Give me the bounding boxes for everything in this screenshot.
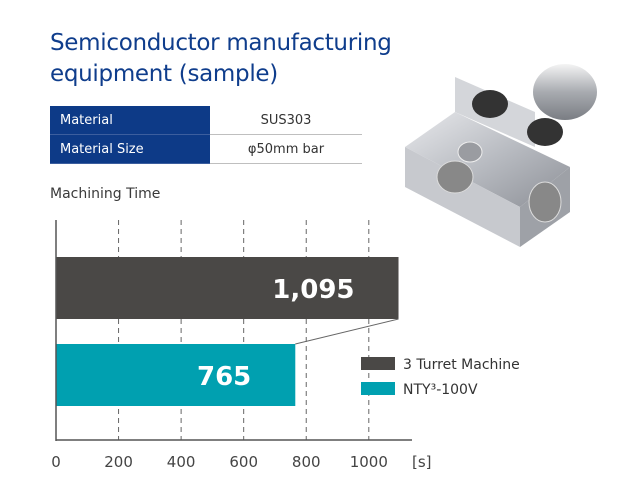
x-tick-labels: 0 200 400 600 800 1000 bbox=[51, 453, 388, 471]
product-photo bbox=[405, 64, 597, 247]
bar-value-label: 1,095 bbox=[272, 275, 354, 305]
gridlines bbox=[118, 220, 370, 440]
x-tick-label: 0 bbox=[51, 453, 61, 471]
legend-swatch-nty bbox=[361, 382, 395, 395]
legend-label: 3 Turret Machine bbox=[403, 357, 520, 373]
legend: 3 Turret Machine NTY³-100V bbox=[361, 357, 520, 398]
title-line-1: Semiconductor manufacturing bbox=[50, 30, 392, 56]
bar-3-turret bbox=[56, 257, 399, 319]
x-tick-label: 800 bbox=[292, 453, 321, 471]
bar-value-label: 765 bbox=[197, 362, 251, 392]
title-line-2: equipment (sample) bbox=[50, 61, 278, 87]
legend-label: NTY³-100V bbox=[403, 382, 478, 398]
page-title: Semiconductor manufacturing equipment (sa… bbox=[50, 28, 392, 90]
bar-nty bbox=[56, 344, 296, 406]
chart-title: Machining Time bbox=[50, 186, 161, 202]
x-tick-label: 600 bbox=[229, 453, 258, 471]
x-tick-label: 1000 bbox=[350, 453, 388, 471]
spec-row-material: Material SUS303 bbox=[50, 106, 362, 135]
comparison-connector-line bbox=[295, 318, 399, 345]
x-tick-label: 400 bbox=[167, 453, 196, 471]
spec-value: SUS303 bbox=[210, 106, 362, 135]
spec-label: Material bbox=[50, 106, 210, 135]
spec-table: Material SUS303 Material Size φ50mm bar bbox=[50, 106, 362, 164]
spec-row-material-size: Material Size φ50mm bar bbox=[50, 134, 362, 164]
x-unit-label: [s] bbox=[412, 453, 432, 471]
spec-label: Material Size bbox=[50, 134, 210, 164]
spec-value: φ50mm bar bbox=[210, 134, 362, 164]
x-tick-label: 200 bbox=[104, 453, 133, 471]
legend-swatch-3-turret bbox=[361, 357, 395, 370]
